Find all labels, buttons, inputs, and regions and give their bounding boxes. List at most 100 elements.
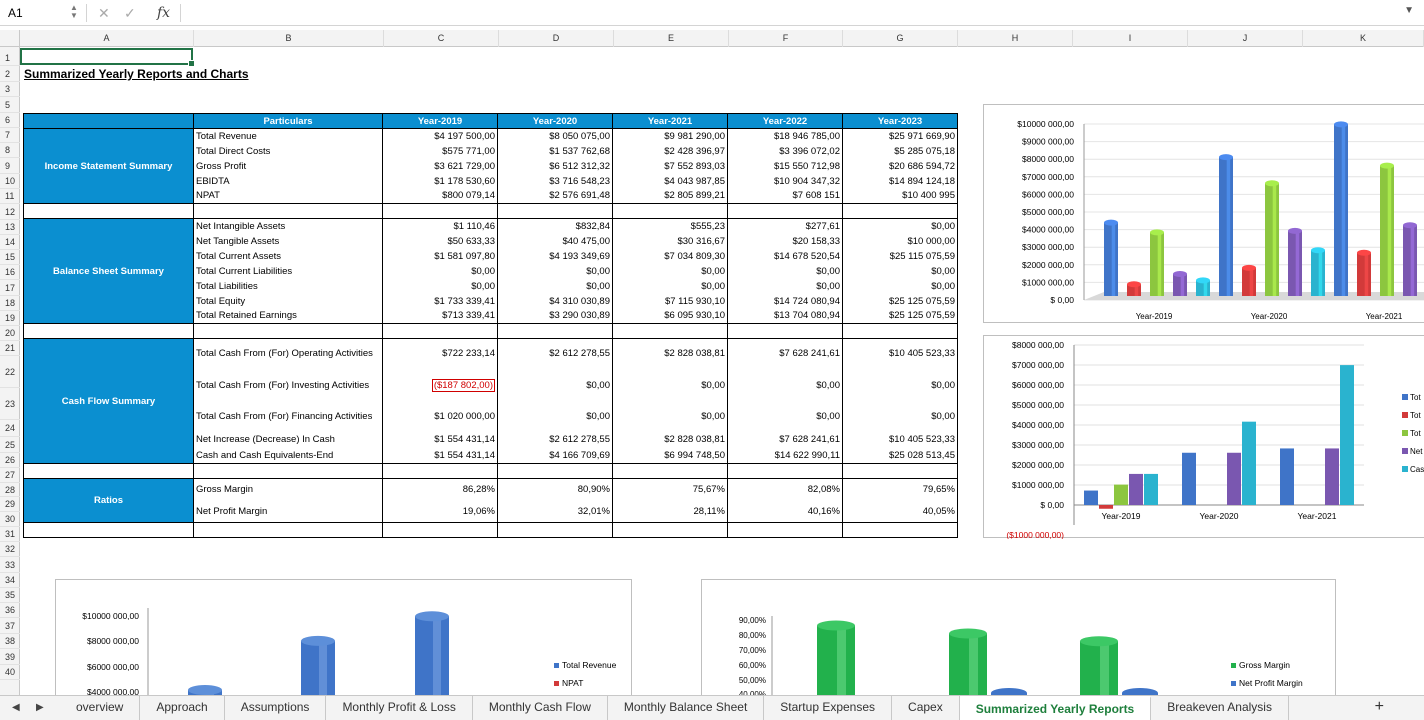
row-header-cell[interactable]: 31 — [0, 527, 20, 542]
name-box-stepper-icon[interactable]: ▲ ▼ — [70, 3, 78, 20]
column-header-cell[interactable]: I — [1073, 30, 1188, 47]
row-header-cell[interactable]: 12 — [0, 204, 20, 220]
row-label[interactable]: Total Cash From (For) Operating Activiti… — [193, 338, 383, 369]
column-header-cell[interactable]: B — [194, 30, 384, 47]
table-cell[interactable]: $0,00 — [612, 368, 728, 402]
table-cell[interactable]: $20 686 594,72 — [842, 158, 958, 174]
table-cell[interactable]: 28,11% — [612, 500, 728, 523]
row-header-cell[interactable]: 34 — [0, 573, 20, 588]
table-cell[interactable]: $50 633,33 — [382, 233, 498, 249]
table-cell[interactable]: 40,16% — [727, 500, 843, 523]
table-cell[interactable]: 86,28% — [382, 478, 498, 501]
table-cell[interactable]: $2 576 691,48 — [497, 188, 613, 204]
table-cell[interactable]: $800 079,14 — [382, 188, 498, 204]
table-cell[interactable]: $10 405 523,33 — [842, 338, 958, 369]
margins-chart[interactable]: 90,00% 80,00% 70,00% 60,00% 50,00% 40,00% Gros… — [701, 579, 1336, 695]
table-cell[interactable]: $4 193 349,69 — [497, 248, 613, 264]
row-header-cell[interactable]: 32 — [0, 542, 20, 557]
table-cell[interactable]: $555,23 — [612, 218, 728, 234]
row-label[interactable]: Total Cash From (For) Investing Activiti… — [193, 368, 383, 402]
column-header-cell[interactable]: H — [958, 30, 1073, 47]
row-header-cell[interactable]: 27 — [0, 468, 20, 483]
row-label[interactable]: Total Revenue — [193, 128, 383, 144]
row-label[interactable]: EBIDTA — [193, 173, 383, 189]
table-cell[interactable]: $0,00 — [497, 401, 613, 432]
row-label[interactable]: Total Direct Costs — [193, 143, 383, 159]
table-cell[interactable]: $14 622 990,11 — [727, 447, 843, 464]
column-header-cell[interactable]: K — [1303, 30, 1424, 47]
table-cell[interactable]: $3 621 729,00 — [382, 158, 498, 174]
table-cell[interactable]: $2 805 899,21 — [612, 188, 728, 204]
table-cell[interactable]: $2 828 038,81 — [612, 338, 728, 369]
table-cell[interactable]: $0,00 — [727, 368, 843, 402]
table-cell[interactable]: $0,00 — [497, 368, 613, 402]
table-cell[interactable]: $713 339,41 — [382, 308, 498, 324]
table-cell[interactable]: $0,00 — [842, 278, 958, 294]
row-header-cell[interactable]: 6 — [0, 113, 20, 128]
name-box[interactable]: A1 — [8, 6, 23, 20]
row-header-cell[interactable]: 3 — [0, 82, 20, 97]
row-label[interactable]: Total Cash From (For) Financing Activiti… — [193, 401, 383, 432]
table-cell[interactable]: $0,00 — [842, 368, 958, 402]
sheet-tab[interactable]: Summarized Yearly Reports — [959, 696, 1152, 720]
table-cell[interactable]: $7 608 151 — [727, 188, 843, 204]
row-header-cell[interactable]: 9 — [0, 158, 20, 174]
table-cell[interactable]: $0,00 — [612, 278, 728, 294]
row-label[interactable]: Cash and Cash Equivalents-End — [193, 447, 383, 464]
row-label[interactable]: Total Equity — [193, 293, 383, 309]
cancel-icon[interactable]: ✕ — [98, 5, 110, 21]
row-label[interactable]: Net Intangible Assets — [193, 218, 383, 234]
table-cell[interactable]: $722 233,14 — [382, 338, 498, 369]
row-header-cell[interactable]: 33 — [0, 557, 20, 573]
row-header-cell[interactable]: 36 — [0, 603, 20, 618]
sheet-tab[interactable]: Monthly Profit & Loss — [326, 696, 473, 720]
table-cell[interactable]: $2 428 396,97 — [612, 143, 728, 159]
table-cell[interactable]: $0,00 — [727, 263, 843, 279]
table-cell[interactable]: $0,00 — [497, 263, 613, 279]
row-header-cell[interactable]: 16 — [0, 265, 20, 280]
row-header-cell[interactable]: 19 — [0, 311, 20, 326]
table-cell[interactable]: 32,01% — [497, 500, 613, 523]
table-cell[interactable]: $1 537 762,68 — [497, 143, 613, 159]
column-header-cell[interactable]: D — [499, 30, 614, 47]
selected-cell[interactable] — [20, 48, 195, 67]
table-cell[interactable]: $2 612 278,55 — [497, 338, 613, 369]
table-cell[interactable]: $1 581 097,80 — [382, 248, 498, 264]
table-cell[interactable]: $4 310 030,89 — [497, 293, 613, 309]
column-header-cell[interactable]: A — [20, 30, 194, 47]
table-cell[interactable]: 40,05% — [842, 500, 958, 523]
table-cell[interactable]: $4 043 987,85 — [612, 173, 728, 189]
table-cell[interactable]: $0,00 — [727, 278, 843, 294]
row-header-cell[interactable]: 8 — [0, 143, 20, 158]
sheet-tab[interactable]: Breakeven Analysis — [1151, 696, 1289, 720]
table-cell[interactable]: $20 158,33 — [727, 233, 843, 249]
row-label[interactable]: Total Retained Earnings — [193, 308, 383, 324]
table-cell[interactable]: $4 197 500,00 — [382, 128, 498, 144]
sheet-tab[interactable]: Monthly Balance Sheet — [608, 696, 765, 720]
table-cell[interactable]: 75,67% — [612, 478, 728, 501]
sheet-tab[interactable]: Assumptions — [225, 696, 327, 720]
table-cell[interactable]: $4 166 709,69 — [497, 447, 613, 464]
table-cell[interactable]: $14 724 080,94 — [727, 293, 843, 309]
table-cell[interactable]: $13 704 080,94 — [727, 308, 843, 324]
table-cell[interactable]: $1 554 431,14 — [382, 447, 498, 464]
row-header-cell[interactable]: 35 — [0, 588, 20, 603]
row-header-cell[interactable]: 23 — [0, 388, 20, 420]
table-cell[interactable]: $277,61 — [727, 218, 843, 234]
table-cell[interactable]: $10 904 347,32 — [727, 173, 843, 189]
sheet-tab[interactable]: overview — [60, 696, 141, 720]
scroll-tabs-right-icon[interactable]: ▶ — [36, 702, 44, 713]
row-label[interactable]: Net Increase (Decrease) In Cash — [193, 431, 383, 448]
table-cell[interactable]: $0,00 — [612, 263, 728, 279]
table-cell[interactable]: $7 034 809,30 — [612, 248, 728, 264]
table-cell[interactable]: $3 396 072,02 — [727, 143, 843, 159]
row-header-cell[interactable]: 22 — [0, 356, 20, 388]
row-header-cell[interactable]: 25 — [0, 437, 20, 453]
column-header-cell[interactable]: F — [729, 30, 843, 47]
table-cell[interactable]: $10 405 523,33 — [842, 431, 958, 448]
row-header-cell[interactable]: 14 — [0, 235, 20, 250]
table-cell[interactable]: $10 000,00 — [842, 233, 958, 249]
row-header-cell[interactable]: 37 — [0, 618, 20, 634]
row-label[interactable]: Net Tangible Assets — [193, 233, 383, 249]
row-label[interactable]: NPAT — [193, 188, 383, 204]
